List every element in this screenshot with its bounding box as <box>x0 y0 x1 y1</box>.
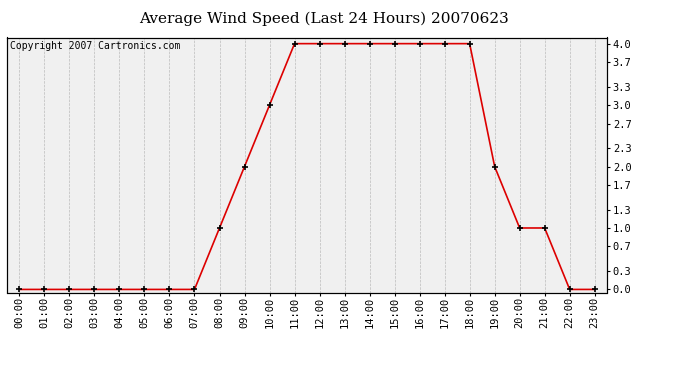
Text: Average Wind Speed (Last 24 Hours) 20070623: Average Wind Speed (Last 24 Hours) 20070… <box>139 11 509 26</box>
Text: Copyright 2007 Cartronics.com: Copyright 2007 Cartronics.com <box>10 41 180 51</box>
